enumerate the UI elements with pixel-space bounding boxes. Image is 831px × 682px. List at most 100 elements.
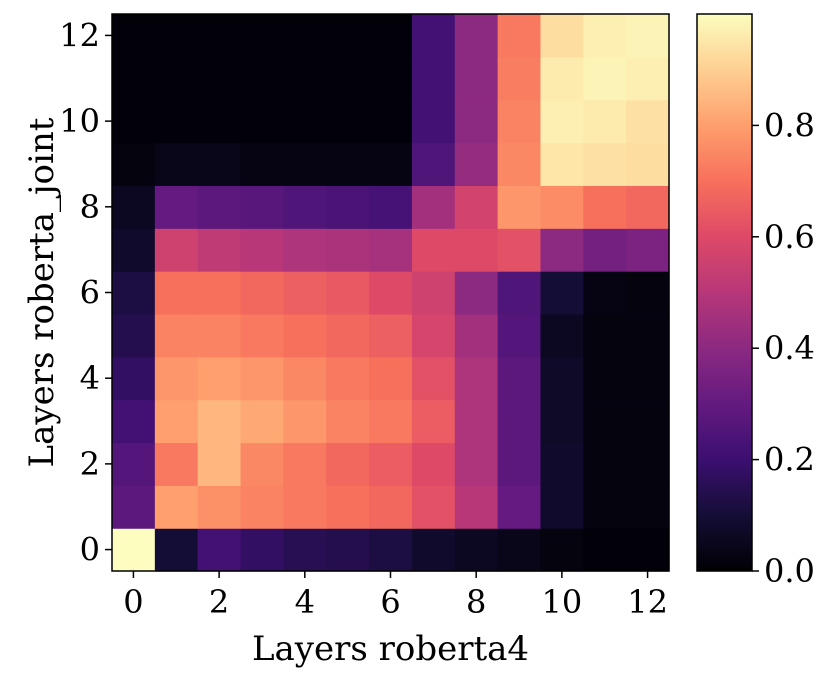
- y-tick-label-10: 10: [59, 102, 100, 140]
- heatmap-cell-12-10: [626, 99, 670, 144]
- colorbar-tick-label-1: 0.2: [764, 441, 815, 479]
- heatmap-cell-2-2: [197, 442, 242, 486]
- heatmap-cell-8-4: [454, 356, 499, 401]
- heatmap-cell-2-7: [197, 228, 242, 272]
- heatmap-cell-10-6: [540, 271, 584, 315]
- heatmap-cell-3-10: [240, 99, 284, 144]
- colorbar: [696, 13, 753, 572]
- heatmap-cell-9-5: [497, 313, 542, 358]
- heatmap-cell-0-6: [112, 271, 156, 315]
- heatmap-cell-4-11: [283, 56, 327, 101]
- heatmap-cell-11-10: [583, 99, 627, 144]
- heatmap-cell-4-0: [283, 528, 327, 572]
- heatmap-cell-2-9: [197, 142, 242, 186]
- heatmap-cell-6-0: [369, 528, 413, 572]
- heatmap-cell-8-11: [454, 56, 499, 101]
- heatmap-cell-3-12: [240, 14, 284, 58]
- heatmap-cell-8-9: [454, 142, 499, 186]
- heatmap-cell-2-1: [197, 485, 242, 529]
- heatmap-cells: [112, 14, 670, 572]
- heatmap-cell-6-1: [369, 485, 413, 529]
- heatmap-cell-4-6: [283, 271, 327, 315]
- heatmap-cell-2-10: [197, 99, 242, 144]
- heatmap-cell-1-4: [154, 356, 199, 401]
- heatmap-cell-7-5: [411, 313, 456, 358]
- heatmap-cell-6-9: [369, 142, 413, 186]
- heatmap-cell-11-7: [583, 228, 627, 272]
- heatmap-cell-7-1: [411, 485, 456, 529]
- heatmap-cell-5-5: [326, 313, 370, 358]
- heatmap-cell-5-7: [326, 228, 370, 272]
- y-tick-label-2: 2: [80, 445, 100, 483]
- heatmap-cell-5-9: [326, 142, 370, 186]
- heatmap-cell-1-0: [154, 528, 199, 572]
- heatmap-cell-5-1: [326, 485, 370, 529]
- heatmap-cell-6-6: [369, 271, 413, 315]
- heatmap-cell-3-2: [240, 442, 284, 486]
- heatmap-cell-12-3: [626, 399, 670, 444]
- heatmap-cell-1-7: [154, 228, 199, 272]
- heatmap-cell-2-6: [197, 271, 242, 315]
- heatmap-cell-11-12: [583, 14, 627, 58]
- heatmap-cell-2-8: [197, 185, 242, 229]
- heatmap-cell-10-4: [540, 356, 584, 401]
- heatmap-cell-5-10: [326, 99, 370, 144]
- heatmap-cell-7-12: [411, 14, 456, 58]
- heatmap-cell-0-4: [112, 356, 156, 401]
- heatmap-cell-3-5: [240, 313, 284, 358]
- heatmap-cell-1-9: [154, 142, 199, 186]
- heatmap-cell-8-5: [454, 313, 499, 358]
- heatmap-cell-4-2: [283, 442, 327, 486]
- heatmap-cell-10-3: [540, 399, 584, 444]
- heatmap-cell-5-6: [326, 271, 370, 315]
- heatmap-cell-3-9: [240, 142, 284, 186]
- heatmap-cell-7-4: [411, 356, 456, 401]
- heatmap-cell-7-7: [411, 228, 456, 272]
- colorbar-tick-label-0: 0.0: [764, 552, 815, 590]
- colorbar-tick-label-3: 0.6: [764, 218, 815, 256]
- heatmap-cell-10-9: [540, 142, 584, 186]
- heatmap-cell-8-2: [454, 442, 499, 486]
- heatmap-cell-9-10: [497, 99, 542, 144]
- heatmap-cell-3-7: [240, 228, 284, 272]
- heatmap-cell-12-4: [626, 356, 670, 401]
- heatmap-cell-2-0: [197, 528, 242, 572]
- heatmap-cell-0-5: [112, 313, 156, 358]
- heatmap-cell-4-9: [283, 142, 327, 186]
- heatmap-cell-9-9: [497, 142, 542, 186]
- heatmap-cell-6-3: [369, 399, 413, 444]
- heatmap-cell-8-0: [454, 528, 499, 572]
- heatmap-cell-11-5: [583, 313, 627, 358]
- heatmap-cell-7-8: [411, 185, 456, 229]
- heatmap-cell-8-1: [454, 485, 499, 529]
- heatmap-cell-12-6: [626, 271, 670, 315]
- heatmap-cell-12-1: [626, 485, 670, 529]
- heatmap-cell-10-8: [540, 185, 584, 229]
- heatmap-cell-10-10: [540, 99, 584, 144]
- heatmap-cell-9-7: [497, 228, 542, 272]
- heatmap-cell-9-0: [497, 528, 542, 572]
- colorbar-tick-label-4: 0.8: [764, 106, 815, 144]
- heatmap-cell-0-1: [112, 485, 156, 529]
- heatmap-cell-6-2: [369, 442, 413, 486]
- heatmap-cell-3-0: [240, 528, 284, 572]
- heatmap-cell-9-12: [497, 14, 542, 58]
- heatmap-cell-7-10: [411, 99, 456, 144]
- heatmap-cell-3-1: [240, 485, 284, 529]
- y-axis-label: Layers roberta_joint: [22, 117, 62, 467]
- heatmap-cell-5-4: [326, 356, 370, 401]
- heatmap-cell-11-4: [583, 356, 627, 401]
- heatmap-cell-8-10: [454, 99, 499, 144]
- heatmap-cell-10-1: [540, 485, 584, 529]
- heatmap-cell-11-2: [583, 442, 627, 486]
- heatmap-cell-8-3: [454, 399, 499, 444]
- heatmap-cell-8-7: [454, 228, 499, 272]
- heatmap-cell-0-12: [112, 14, 156, 58]
- heatmap-cell-4-4: [283, 356, 327, 401]
- x-tick-label-10: 10: [542, 583, 583, 621]
- heatmap-cell-6-5: [369, 313, 413, 358]
- heatmap-cell-7-9: [411, 142, 456, 186]
- heatmap-cell-5-8: [326, 185, 370, 229]
- heatmap-cell-11-3: [583, 399, 627, 444]
